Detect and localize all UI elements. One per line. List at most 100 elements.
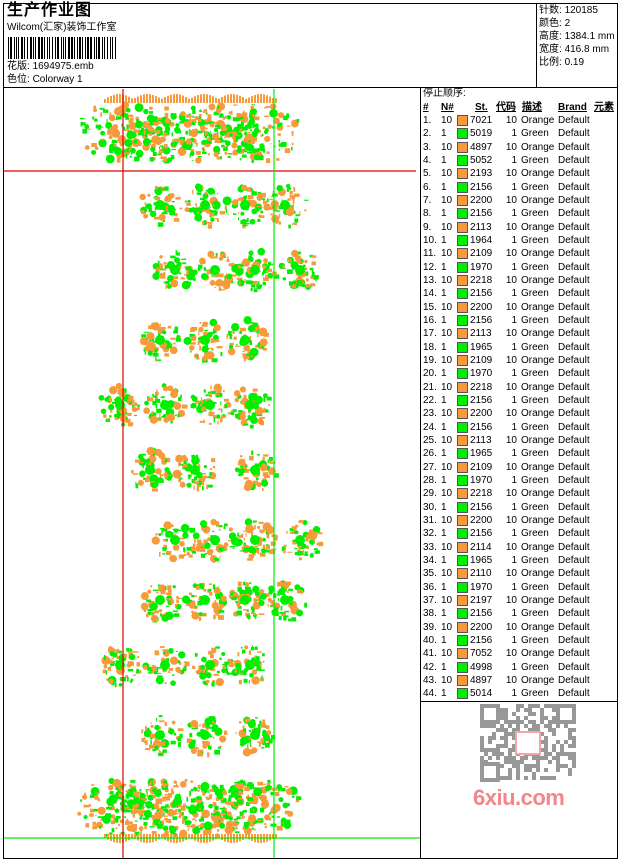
row-brand: Default <box>558 434 590 446</box>
row-index: 32. <box>423 528 437 540</box>
row-stitches: 7021 <box>470 115 493 126</box>
row-description: Green <box>521 154 549 166</box>
table-row: 22. 1 2156 1 Green Default <box>421 394 617 408</box>
table-row: 32. 1 2156 1 Green Default <box>421 528 617 541</box>
row-needle: 1 <box>441 181 447 193</box>
row-brand: Default <box>558 688 590 700</box>
row-stitches: 2200 <box>470 514 493 526</box>
row-description: Orange <box>521 381 555 393</box>
row-stitches: 2109 <box>470 248 493 260</box>
col-stitches: St. <box>475 102 488 113</box>
embroidery-motif <box>186 716 228 758</box>
table-bottom-line <box>420 701 617 702</box>
row-stitches: 2156 <box>470 501 493 513</box>
row-stitches: 2156 <box>470 314 493 326</box>
row-needle: 1 <box>441 528 447 540</box>
row-needle: 10 <box>441 541 453 553</box>
row-brand: Default <box>558 648 590 660</box>
row-brand: Default <box>558 528 590 540</box>
embroidery-motif <box>235 716 275 757</box>
stop-sequence-title: 停止顺序: <box>423 88 466 99</box>
row-stitches: 2156 <box>470 528 493 540</box>
color-swatch <box>457 541 468 553</box>
row-code: 10 <box>505 354 517 366</box>
colorway-label: 色位: <box>7 74 30 85</box>
row-index: 39. <box>423 621 437 633</box>
row-stitches: 2113 <box>470 221 492 233</box>
row-brand: Default <box>558 661 590 673</box>
row-needle: 10 <box>441 248 453 260</box>
embroidery-stitches <box>77 94 324 843</box>
row-index: 4. <box>423 154 432 166</box>
row-code: 10 <box>505 514 517 526</box>
info-width: 宽度: 416.8 mm <box>539 44 609 56</box>
row-description: Orange <box>521 115 555 126</box>
embroidery-design-preview <box>4 89 420 858</box>
row-stitches: 2218 <box>470 488 493 500</box>
row-brand: Default <box>558 154 590 166</box>
row-needle: 10 <box>441 381 453 393</box>
embroidery-motif <box>101 646 142 688</box>
row-code: 10 <box>505 328 517 340</box>
row-index: 14. <box>423 288 437 300</box>
row-brand: Default <box>558 301 590 313</box>
row-index: 26. <box>423 448 437 460</box>
row-needle: 10 <box>441 141 453 153</box>
row-brand: Default <box>558 128 590 140</box>
row-index: 1. <box>423 115 432 126</box>
row-needle: 10 <box>441 221 453 233</box>
row-description: Orange <box>521 648 555 660</box>
row-stitches: 2200 <box>470 194 493 206</box>
design-file: 花版: 1694975.emb <box>7 61 94 73</box>
row-description: Orange <box>521 408 555 420</box>
embroidery-motif <box>263 183 309 229</box>
row-needle: 10 <box>441 674 453 686</box>
row-needle: 10 <box>441 594 453 606</box>
table-row: 39. 10 2200 10 Orange Default <box>421 621 617 635</box>
row-stitches: 2156 <box>470 208 493 220</box>
color-swatch <box>457 208 468 220</box>
col-brand: Brand <box>558 102 587 113</box>
embroidery-motif <box>197 250 239 292</box>
color-swatch <box>457 154 468 166</box>
row-description: Orange <box>521 514 555 526</box>
row-brand: Default <box>558 448 590 460</box>
table-row: 37. 10 2197 10 Orange Default <box>421 594 617 608</box>
row-description: Orange <box>521 301 555 313</box>
row-stitches: 2218 <box>470 274 493 286</box>
color-swatch <box>457 661 468 673</box>
row-stitches: 2193 <box>470 168 493 180</box>
row-needle: 1 <box>441 234 447 246</box>
row-code: 10 <box>505 381 517 393</box>
color-swatch <box>457 221 468 233</box>
row-stitches: 2200 <box>470 621 493 633</box>
color-swatch <box>457 648 468 660</box>
row-stitches: 4897 <box>470 674 493 686</box>
row-brand: Default <box>558 541 590 553</box>
row-stitches: 7052 <box>470 648 493 660</box>
row-brand: Default <box>558 194 590 206</box>
row-index: 12. <box>423 261 437 273</box>
row-description: Green <box>521 234 549 246</box>
row-index: 18. <box>423 341 437 353</box>
color-swatch <box>457 194 468 206</box>
row-stitches: 2113 <box>470 328 492 340</box>
row-index: 35. <box>423 568 437 580</box>
row-needle: 10 <box>441 514 453 526</box>
row-index: 10. <box>423 234 437 246</box>
row-needle: 1 <box>441 341 447 353</box>
table-row: 36. 1 1970 1 Green Default <box>421 581 617 595</box>
row-index: 36. <box>423 581 437 593</box>
table-row: 2. 1 5019 1 Green Default <box>421 128 617 141</box>
row-stitches: 5014 <box>470 688 493 700</box>
row-needle: 10 <box>441 168 453 180</box>
row-code: 10 <box>505 141 517 153</box>
row-code: 1 <box>511 554 517 566</box>
color-swatch <box>457 408 468 420</box>
row-needle: 10 <box>441 488 453 500</box>
row-needle: 1 <box>441 608 447 620</box>
row-code: 1 <box>511 474 517 486</box>
row-needle: 10 <box>441 621 453 633</box>
scale-value: 0.19 <box>564 57 585 68</box>
table-row: 11. 10 2109 10 Orange Default <box>421 248 617 261</box>
